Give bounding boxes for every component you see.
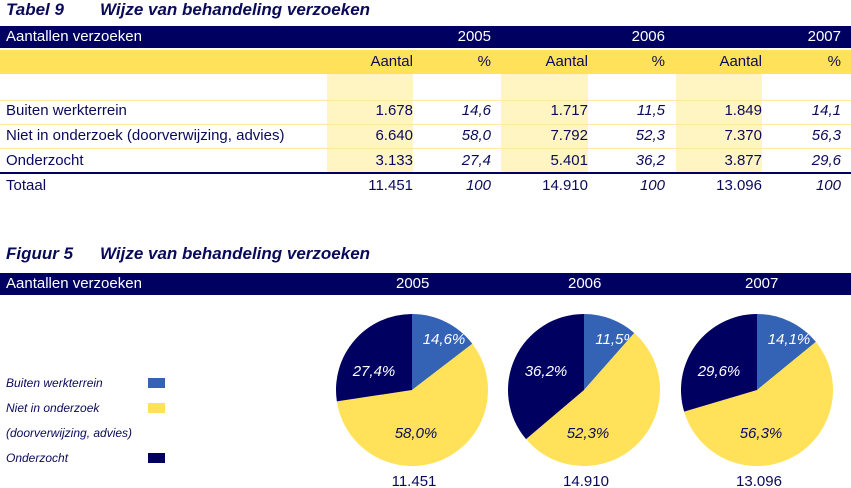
subheader: Aantal: [719, 53, 762, 70]
pie-slice: [336, 314, 412, 402]
figure-number: Figuur 5: [6, 244, 74, 263]
year-2005: 2005: [457, 28, 491, 45]
cell-value: 3.133: [375, 152, 413, 169]
total-value: 11.451: [368, 177, 413, 194]
slice-label: 56,3%: [740, 425, 783, 442]
cell-value: 5.401: [550, 152, 588, 169]
divider: [0, 100, 851, 101]
pie-year: 2007: [745, 275, 779, 292]
table-number: Tabel 9: [6, 0, 64, 19]
row-label: Niet in onderzoek (doorverwijzing, advie…: [6, 127, 285, 144]
cell-value: 11,5: [636, 102, 665, 119]
total-value: 100: [815, 177, 841, 194]
slice-label: 27,4%: [352, 363, 396, 380]
figure-header-bar: Aantallen verzoeken 2005 2006 2007: [0, 273, 851, 295]
figure-caption: Figuur 5 Wijze van behandeling verzoeken: [6, 244, 370, 264]
cell-value: 1.717: [550, 102, 588, 119]
subheader: %: [827, 53, 841, 70]
legend-label: Buiten werkterrein: [6, 376, 103, 390]
table-title: Wijze van behandeling verzoeken: [100, 0, 371, 19]
pie-slice: [336, 343, 488, 466]
total-divider: [0, 172, 851, 174]
pie-slice: [412, 314, 473, 390]
divider: [0, 148, 851, 149]
cell-value: 3.877: [724, 152, 762, 169]
pie-slice: [526, 332, 660, 466]
table-header-bar: Aantallen verzoeken 2005 2006 2007: [0, 26, 851, 48]
legend-label: Niet in onderzoek: [6, 401, 100, 415]
slice-label: 58,0%: [395, 425, 438, 442]
cell-value: 1.678: [375, 102, 413, 119]
pie-slice: [584, 314, 635, 390]
total-value: 13.096: [716, 177, 762, 194]
slice-label: 29,6%: [697, 363, 741, 380]
cell-value: 58,0: [461, 127, 491, 144]
cell-value: 36,2: [635, 152, 665, 169]
slice-label: 52,3%: [567, 425, 610, 442]
cell-value: 14,1: [811, 102, 841, 119]
subheader: Aantal: [370, 53, 413, 70]
header-label: Aantallen verzoeken: [6, 28, 142, 45]
pie-total: 11.451: [392, 473, 437, 488]
pie-slice: [757, 314, 816, 390]
subheader: %: [651, 53, 665, 70]
col-highlight: [676, 74, 762, 173]
pie-year: 2005: [396, 275, 430, 292]
pie-slice: [681, 314, 757, 412]
slice-label: 36,2%: [525, 363, 568, 380]
pie-total: 13.096: [736, 473, 782, 488]
pie-slice: [684, 341, 833, 467]
legend-swatch-navy: [148, 453, 165, 463]
pie-year: 2006: [568, 275, 602, 292]
figure-title: Wijze van behandeling verzoeken: [100, 244, 371, 263]
cell-value: 7.370: [724, 127, 762, 144]
header-label: Aantallen verzoeken: [6, 275, 142, 292]
legend-label: Onderzocht: [6, 451, 69, 465]
cell-value: 1.849: [724, 102, 762, 119]
table-caption: Tabel 9 Wijze van behandeling verzoeken: [6, 0, 370, 20]
cell-value: 27,4: [461, 152, 491, 169]
legend-swatch-blue: [148, 378, 165, 388]
col-highlight: [327, 74, 413, 173]
slice-label: 14,6%: [423, 331, 466, 348]
subheader-bar: [0, 50, 851, 74]
slice-label: 14,1%: [768, 331, 811, 348]
cell-value: 29,6: [811, 152, 841, 169]
divider: [0, 124, 851, 125]
cell-value: 7.792: [550, 127, 588, 144]
cell-value: 56,3: [811, 127, 841, 144]
total-value: 100: [465, 177, 491, 194]
subheader: %: [477, 53, 491, 70]
cell-value: 14,6: [461, 102, 491, 119]
row-label: Buiten werkterrein: [6, 102, 127, 119]
total-value: 100: [639, 177, 665, 194]
year-2006: 2006: [631, 28, 665, 45]
pie-slice: [508, 314, 584, 440]
pie-total: 14.910: [563, 473, 609, 488]
total-value: 14.910: [542, 177, 588, 194]
total-label: Totaal: [6, 177, 47, 194]
pie-charts: 14,6%58,0%27,4%11.45111,5%52,3%36,2%14.9…: [336, 314, 833, 488]
legend-swatch-yellow: [148, 403, 165, 413]
legend-label: (doorverwijzing, advies): [6, 426, 133, 440]
row-label: Onderzocht: [6, 152, 84, 169]
cell-value: 52,3: [635, 127, 665, 144]
cell-value: 6.640: [375, 127, 413, 144]
year-2007: 2007: [807, 28, 841, 45]
col-highlight: [501, 74, 588, 173]
subheader: Aantal: [545, 53, 588, 70]
